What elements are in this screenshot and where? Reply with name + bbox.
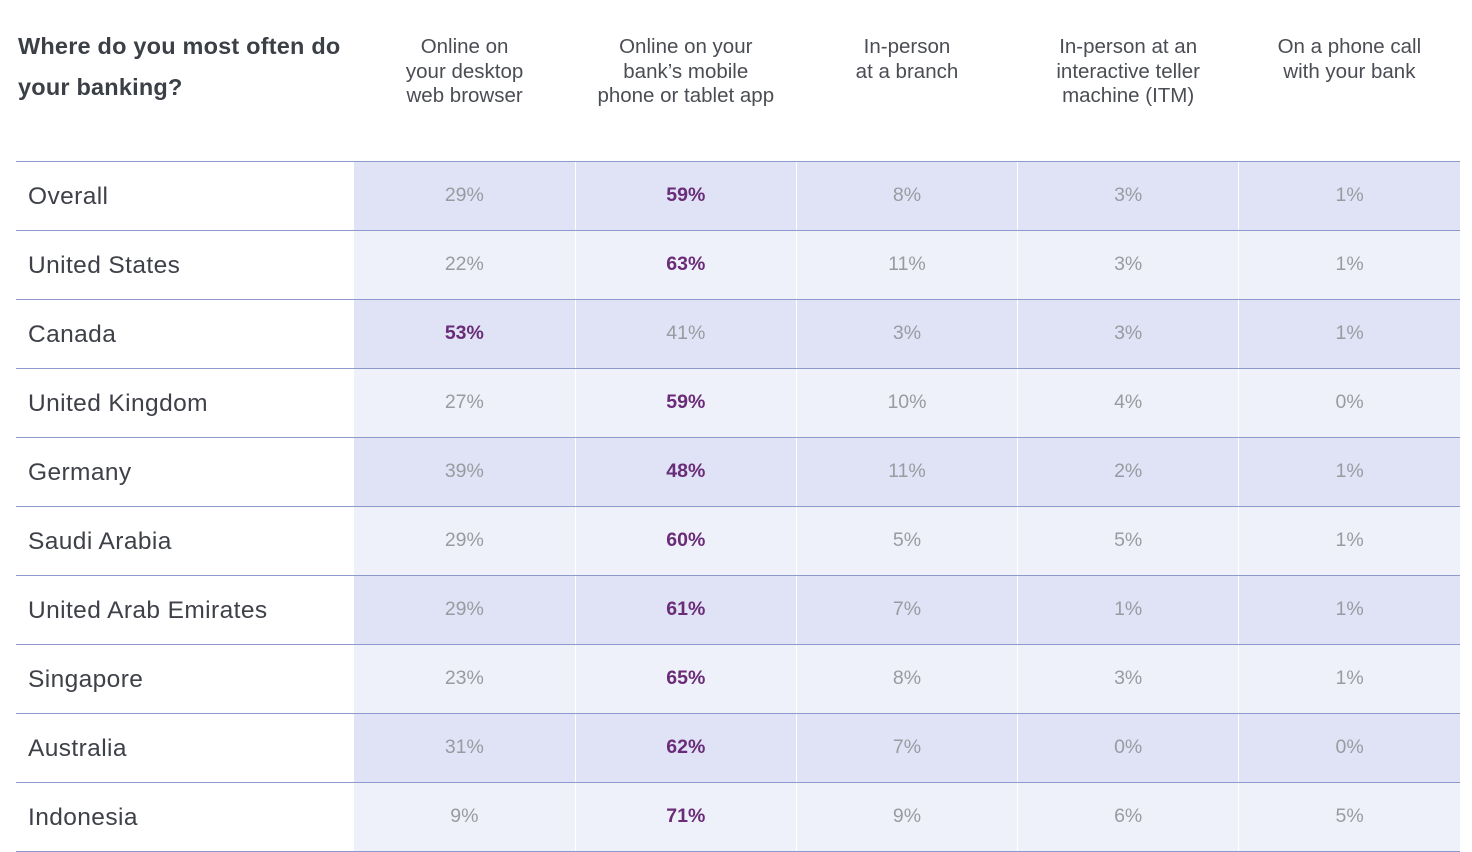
value-cell-branch: 7% <box>795 575 1018 645</box>
table-row: United Arab Emirates 29% 61% 7% 1% 1% <box>16 575 1460 645</box>
value-cell-phone-call: 1% <box>1238 644 1460 714</box>
column-header-label: On a phone call with your bank <box>1277 35 1422 83</box>
value-cell-phone-call: 0% <box>1238 713 1460 783</box>
header-row: Where do you most often do your banking?… <box>16 0 1460 162</box>
value-cell-desktop-web: 29% <box>354 161 576 231</box>
row-label: Overall <box>16 161 354 231</box>
value-cell-phone-call: 1% <box>1238 506 1460 576</box>
value-cell-desktop-web: 29% <box>354 575 576 645</box>
column-header-label: In-person at a branch <box>855 35 959 83</box>
value-cell-phone-call: 1% <box>1238 299 1460 369</box>
table-body: Overall 29% 59% 8% 3% 1% United States 22% 63% 11… <box>16 161 1460 852</box>
value-cell-branch: 8% <box>795 644 1018 714</box>
value-cell-branch: 8% <box>795 161 1018 231</box>
banking-table-container: Where do you most often do your banking?… <box>16 0 1460 852</box>
value-cell-itm: 0% <box>1017 713 1239 783</box>
column-header-mobile-app: Online on your bank’s mobile phone or ta… <box>575 0 797 162</box>
table-row: Saudi Arabia 29% 60% 5% 5% 1% <box>16 506 1460 576</box>
value-cell-branch: 10% <box>795 368 1018 438</box>
value-cell-branch: 9% <box>795 782 1018 852</box>
value-cell-itm: 3% <box>1017 230 1239 300</box>
value-cell-branch: 5% <box>795 506 1018 576</box>
table-row: Germany 39% 48% 11% 2% 1% <box>16 437 1460 507</box>
column-header-itm: In-person at an interactive teller machi… <box>1017 0 1239 162</box>
value-cell-itm: 3% <box>1017 644 1239 714</box>
value-cell-itm: 5% <box>1017 506 1239 576</box>
value-cell-branch: 11% <box>795 437 1018 507</box>
value-cell-itm: 2% <box>1017 437 1239 507</box>
column-header-label: Online on your bank’s mobile phone or ta… <box>597 35 775 107</box>
row-label: Indonesia <box>16 782 354 852</box>
row-label: Saudi Arabia <box>16 506 354 576</box>
value-cell-mobile-app: 61% <box>574 575 797 645</box>
row-label: Singapore <box>16 644 354 714</box>
value-cell-branch: 3% <box>795 299 1018 369</box>
table-row: Australia 31% 62% 7% 0% 0% <box>16 713 1460 783</box>
value-cell-desktop-web: 29% <box>354 506 576 576</box>
table-row: Canada 53% 41% 3% 3% 1% <box>16 299 1460 369</box>
value-cell-itm: 4% <box>1017 368 1239 438</box>
column-header-branch: In-person at a branch <box>796 0 1018 162</box>
value-cell-desktop-web: 31% <box>354 713 576 783</box>
value-cell-mobile-app: 62% <box>574 713 797 783</box>
row-label: Australia <box>16 713 354 783</box>
value-cell-desktop-web: 27% <box>354 368 576 438</box>
value-cell-mobile-app: 60% <box>574 506 797 576</box>
table-row: United Kingdom 27% 59% 10% 4% 0% <box>16 368 1460 438</box>
value-cell-mobile-app: 48% <box>574 437 797 507</box>
value-cell-mobile-app: 65% <box>574 644 797 714</box>
banking-channel-table: Where do you most often do your banking?… <box>16 0 1460 852</box>
value-cell-desktop-web: 9% <box>354 782 576 852</box>
value-cell-phone-call: 1% <box>1238 437 1460 507</box>
value-cell-phone-call: 1% <box>1238 161 1460 231</box>
column-header-label: In-person at an interactive teller machi… <box>1056 35 1200 107</box>
row-label: Canada <box>16 299 354 369</box>
table-row: Overall 29% 59% 8% 3% 1% <box>16 161 1460 231</box>
value-cell-phone-call: 0% <box>1238 368 1460 438</box>
value-cell-mobile-app: 59% <box>574 368 797 438</box>
column-header-phone-call: On a phone call with your bank <box>1238 0 1460 162</box>
value-cell-itm: 3% <box>1017 299 1239 369</box>
value-cell-mobile-app: 63% <box>574 230 797 300</box>
row-label: Germany <box>16 437 354 507</box>
table-question-title: Where do you most often do your banking? <box>16 0 354 162</box>
value-cell-mobile-app: 59% <box>574 161 797 231</box>
value-cell-itm: 3% <box>1017 161 1239 231</box>
table-row: United States 22% 63% 11% 3% 1% <box>16 230 1460 300</box>
value-cell-itm: 1% <box>1017 575 1239 645</box>
table-row: Indonesia 9% 71% 9% 6% 5% <box>16 782 1460 852</box>
row-label: United Arab Emirates <box>16 575 354 645</box>
table-row: Singapore 23% 65% 8% 3% 1% <box>16 644 1460 714</box>
value-cell-branch: 11% <box>795 230 1018 300</box>
value-cell-desktop-web: 53% <box>354 299 576 369</box>
value-cell-branch: 7% <box>795 713 1018 783</box>
row-label: United Kingdom <box>16 368 354 438</box>
value-cell-mobile-app: 41% <box>574 299 797 369</box>
value-cell-desktop-web: 23% <box>354 644 576 714</box>
row-label: United States <box>16 230 354 300</box>
value-cell-phone-call: 5% <box>1238 782 1460 852</box>
value-cell-mobile-app: 71% <box>574 782 797 852</box>
value-cell-desktop-web: 39% <box>354 437 576 507</box>
column-header-desktop-web: Online on your desktop web browser <box>354 0 576 162</box>
value-cell-phone-call: 1% <box>1238 230 1460 300</box>
value-cell-phone-call: 1% <box>1238 575 1460 645</box>
column-header-label: Online on your desktop web browser <box>405 35 524 107</box>
value-cell-itm: 6% <box>1017 782 1239 852</box>
value-cell-desktop-web: 22% <box>354 230 576 300</box>
